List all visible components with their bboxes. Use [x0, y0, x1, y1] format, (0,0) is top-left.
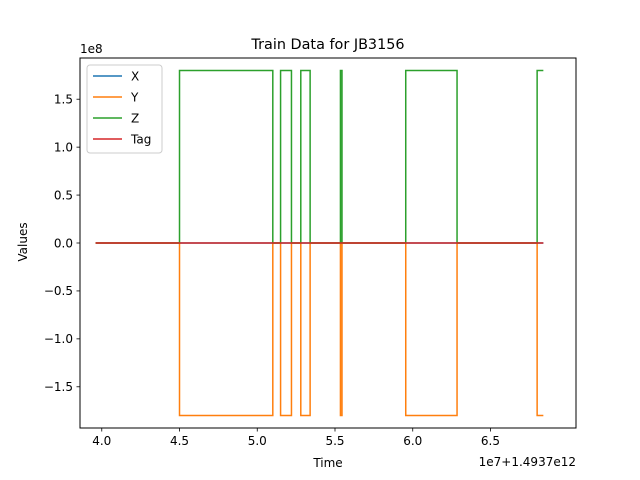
series-line-y — [95, 242, 544, 417]
legend-label-x: X — [131, 69, 139, 83]
x-tick-label: 5.5 — [325, 434, 344, 448]
legend-label-tag: Tag — [130, 132, 151, 146]
x-tick-label: 6.5 — [481, 434, 500, 448]
legend: XYZ Tag — [86, 64, 163, 154]
y-tick-label: −0.5 — [44, 284, 73, 298]
legend-frame — [86, 64, 163, 154]
y-scale-label: 1e8 — [80, 42, 103, 56]
y-axis-label: Values — [16, 222, 30, 261]
x-axis-ticks: 4.0 4.5 5.0 5.5 6.0 6.5 — [92, 428, 500, 448]
legend-entries: XYZ Tag — [93, 69, 151, 146]
plot-area — [79, 57, 577, 429]
series-line-z — [95, 69, 544, 244]
x-tick-label: 4.5 — [170, 434, 189, 448]
y-tick-label: −1.5 — [44, 380, 73, 394]
y-tick-label: −1.0 — [44, 332, 73, 346]
y-tick-label: 0.5 — [54, 188, 73, 202]
x-tick-label: 4.0 — [92, 434, 111, 448]
legend-label-z: Z — [131, 111, 139, 125]
chart-title: Train Data for JB3156 — [250, 37, 404, 53]
series-layer — [95, 69, 544, 417]
x-tick-label: 6.0 — [403, 434, 422, 448]
y-tick-label: 0.0 — [54, 236, 73, 250]
legend-label-y: Y — [130, 90, 139, 104]
y-tick-label: 1.0 — [54, 140, 73, 154]
x-offset-label: 1e7+1.4937e12 — [479, 455, 576, 469]
x-axis-label: Time — [312, 456, 342, 470]
y-tick-label: 1.5 — [54, 93, 73, 107]
x-tick-label: 5.0 — [248, 434, 267, 448]
y-axis-ticks: −1.5 −1.0 −0.5 0.0 0.5 1.0 1.5 — [44, 93, 80, 394]
